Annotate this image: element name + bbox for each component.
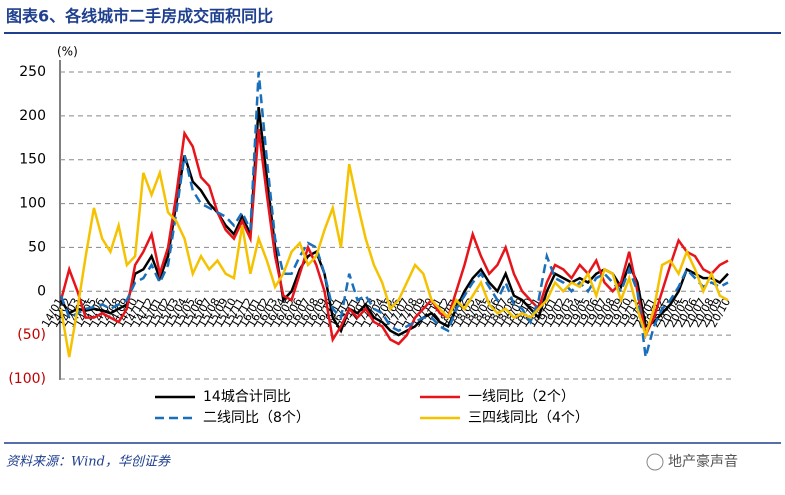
source-note: 资料来源：Wind，华创证券	[6, 455, 171, 470]
legend-label: 一线同比（2个）	[468, 389, 575, 405]
y-unit: (%)	[57, 45, 78, 59]
series-line	[59, 106, 729, 337]
chart-title: 图表6、各线城市二手房成交面积同比	[6, 7, 273, 26]
y-tick-label: 250	[19, 64, 46, 80]
y-tick-label: 150	[19, 152, 46, 168]
legend-label: 三四线同比（4个）	[468, 410, 589, 426]
series-line	[59, 163, 729, 358]
y-tick-label: 100	[19, 196, 46, 212]
y-tick-label: (100)	[8, 371, 46, 387]
legend-label: 二线同比（8个）	[203, 410, 310, 426]
y-tick-label: 200	[19, 108, 46, 124]
y-tick-label: 50	[28, 239, 46, 255]
y-tick-label: 0	[37, 283, 46, 299]
legend-label: 14城合计同比	[203, 389, 291, 405]
watermark: 地产豪声音	[668, 453, 738, 470]
y-tick-label: (50)	[17, 327, 46, 343]
watermark-icon	[646, 453, 664, 471]
